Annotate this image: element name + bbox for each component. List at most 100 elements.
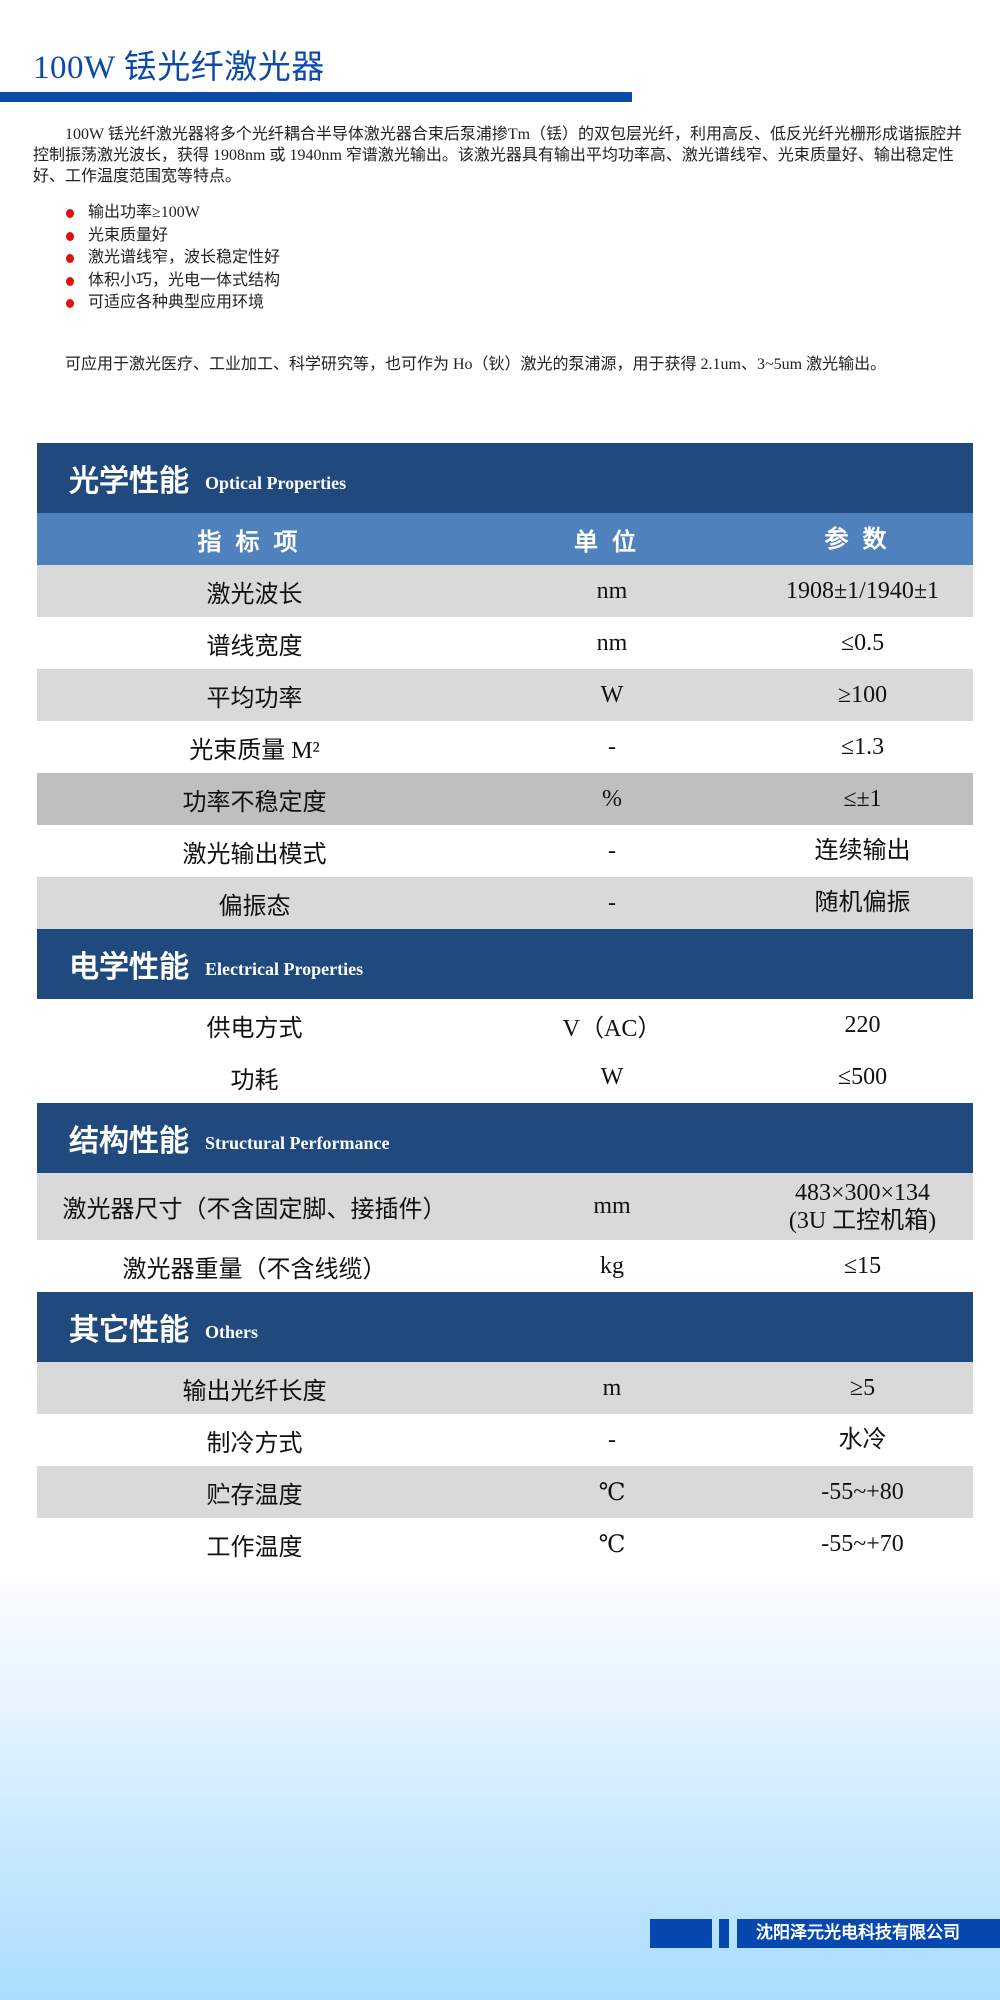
- spec-unit: -: [608, 1426, 616, 1453]
- spec-unit: %: [602, 785, 622, 812]
- table-row: 激光器尺寸（不含固定脚、接插件） mm 483×300×134 (3U 工控机箱): [37, 1173, 973, 1240]
- spec-value: -55~+80: [821, 1479, 904, 1505]
- spec-item: 供电方式: [206, 1015, 303, 1042]
- intro-section: 100W 铥光纤激光器将多个光纤耦合半导体激光器合束后泵浦掺Tm（铥）的双包层光…: [33, 124, 973, 187]
- bullet-dot-icon: [66, 231, 74, 241]
- table-row: 平均功率 W ≥100: [37, 669, 973, 721]
- column-header-row: 指标项 单位 参数: [37, 513, 973, 565]
- spec-value: ≤500: [837, 1064, 888, 1090]
- spec-value: ≤1.3: [840, 734, 885, 760]
- table-row: 激光输出模式 - 连续输出: [37, 825, 973, 877]
- spec-item: 贮存温度: [206, 1482, 303, 1509]
- spec-item: 输出光纤长度: [182, 1378, 327, 1405]
- spec-value: ≥100: [837, 682, 888, 708]
- spec-value: 483×300×134 (3U 工控机箱): [788, 1179, 937, 1234]
- section-title-cn: 结构性能: [69, 1124, 189, 1159]
- spec-unit: -: [608, 837, 616, 864]
- bullet-dot-icon: [66, 209, 74, 218]
- table-row: 激光器重量（不含线缆） kg ≤15: [37, 1240, 973, 1292]
- feature-item: 体积小巧，光电一体式结构: [62, 270, 280, 293]
- page-title: 100W 铥光纤激光器: [33, 50, 325, 86]
- spec-unit: V（AC）: [562, 1015, 662, 1042]
- table-row: 供电方式 V（AC） 220: [37, 999, 973, 1051]
- spec-item: 激光器尺寸（不含固定脚、接插件）: [62, 1197, 447, 1223]
- section-header: 光学性能 Optical Properties: [37, 443, 973, 513]
- bullet-dot-icon: [66, 276, 74, 286]
- section-title-en: Structural Performance: [205, 1132, 390, 1153]
- spec-item: 功率不稳定度: [182, 789, 327, 816]
- spec-unit: m: [602, 1374, 622, 1401]
- feature-text: 可适应各种典型应用环境: [88, 294, 265, 311]
- spec-item: 制冷方式: [206, 1430, 303, 1457]
- title-underline-bar: [0, 92, 632, 102]
- intro-paragraph: 100W 铥光纤激光器将多个光纤耦合半导体激光器合束后泵浦掺Tm（铥）的双包层光…: [33, 126, 963, 185]
- spec-value: 水冷: [838, 1427, 887, 1453]
- spec-item: 工作温度: [206, 1534, 303, 1561]
- footer-stripe: [719, 1919, 729, 1948]
- feature-text: 输出功率≥100W: [88, 204, 200, 221]
- table-row: 工作温度 ℃ -55~+70: [37, 1518, 973, 1570]
- spec-item: 光束质量 M²: [189, 737, 320, 764]
- feature-item: 输出功率≥100W: [62, 202, 280, 225]
- spec-value: -55~+70: [821, 1531, 904, 1557]
- section-title-cn: 光学性能: [69, 464, 189, 499]
- column-header: 指标项: [197, 527, 312, 556]
- spec-unit: ℃: [598, 1479, 626, 1506]
- spec-item: 激光输出模式: [182, 841, 327, 868]
- spec-unit: mm: [593, 1193, 631, 1219]
- table-row: 功率不稳定度% ≤±1: [37, 773, 973, 825]
- table-row: 功耗 W ≤500: [37, 1051, 973, 1103]
- feature-item: 激光谱线窄，波长稳定性好: [62, 247, 280, 270]
- spec-value: 连续输出: [814, 838, 911, 864]
- column-header: 单位: [574, 527, 650, 556]
- table-row: 偏振态 - 随机偏振: [37, 877, 973, 929]
- spec-item: 激光波长: [206, 581, 303, 608]
- feature-text: 体积小巧，光电一体式结构: [88, 271, 281, 289]
- spec-item: 激光器重量（不含线缆）: [122, 1256, 387, 1283]
- spec-unit: -: [608, 889, 616, 916]
- spec-value: ≤±1: [843, 786, 882, 812]
- feature-item: 可适应各种典型应用环境: [62, 292, 280, 315]
- section-title-cn: 电学性能: [69, 950, 189, 985]
- section-title-cn: 其它性能: [69, 1313, 189, 1348]
- section-title-en: Optical Properties: [205, 472, 347, 493]
- spec-unit: W: [600, 1063, 624, 1090]
- table-row: 谱线宽度 nm ≤0.5: [37, 617, 973, 669]
- spec-value: 1908±1/1940±1: [785, 578, 939, 604]
- column-header: 参数: [824, 525, 901, 553]
- spec-item: 偏振态: [218, 893, 291, 920]
- spec-value: 220: [844, 1012, 881, 1038]
- spec-item: 平均功率: [206, 685, 303, 712]
- bullet-dot-icon: [66, 254, 74, 263]
- spec-value: 随机偏振: [814, 890, 911, 916]
- application-text: 可应用于激光医疗、工业加工、科学研究等，也可作为 Ho（钬）激光的泵浦源，用于获…: [65, 356, 887, 373]
- spec-value: ≥5: [849, 1375, 876, 1401]
- section-header: 电学性能 Electrical Properties: [37, 929, 973, 999]
- footer-block: [650, 1919, 712, 1948]
- spec-unit: W: [600, 681, 624, 708]
- table-row: 光束质量 M² - ≤1.3: [37, 721, 973, 773]
- feature-item: 光束质量好: [62, 225, 280, 248]
- spec-item: 功耗: [230, 1067, 279, 1094]
- section-title-en: Others: [205, 1321, 258, 1342]
- table-row: 制冷方式 - 水冷: [37, 1414, 973, 1466]
- table-row: 输出光纤长度 m ≥5: [37, 1362, 973, 1414]
- company-name: 沈阳泽元光电科技有限公司: [737, 1919, 1000, 1948]
- spec-table: 光学性能 Optical Properties 指标项 单位 参数激光波长 nm 1908±…: [37, 443, 973, 1570]
- spec-item: 谱线宽度: [206, 633, 303, 660]
- feature-text: 激光谱线窄，波长稳定性好: [88, 249, 281, 266]
- spec-value: ≤15: [843, 1253, 882, 1279]
- bullet-dot-icon: [66, 299, 74, 308]
- spec-unit: kg: [600, 1252, 624, 1279]
- spec-unit: nm: [596, 577, 628, 604]
- spec-unit: nm: [596, 629, 628, 656]
- section-header: 结构性能 Structural Performance: [37, 1103, 973, 1173]
- table-row: 激光波长 nm 1908±1/1940±1: [37, 565, 973, 617]
- spec-value: ≤0.5: [840, 630, 885, 656]
- section-title-en: Electrical Properties: [205, 958, 364, 979]
- feature-text: 光束质量好: [88, 226, 169, 244]
- feature-list: 输出功率≥100W 光束质量好 激光谱线窄，波长稳定性好 体积小巧，光电一体式结…: [62, 202, 280, 315]
- spec-unit: ℃: [598, 1531, 626, 1558]
- table-row: 贮存温度 ℃ -55~+80: [37, 1466, 973, 1518]
- spec-unit: -: [608, 733, 616, 760]
